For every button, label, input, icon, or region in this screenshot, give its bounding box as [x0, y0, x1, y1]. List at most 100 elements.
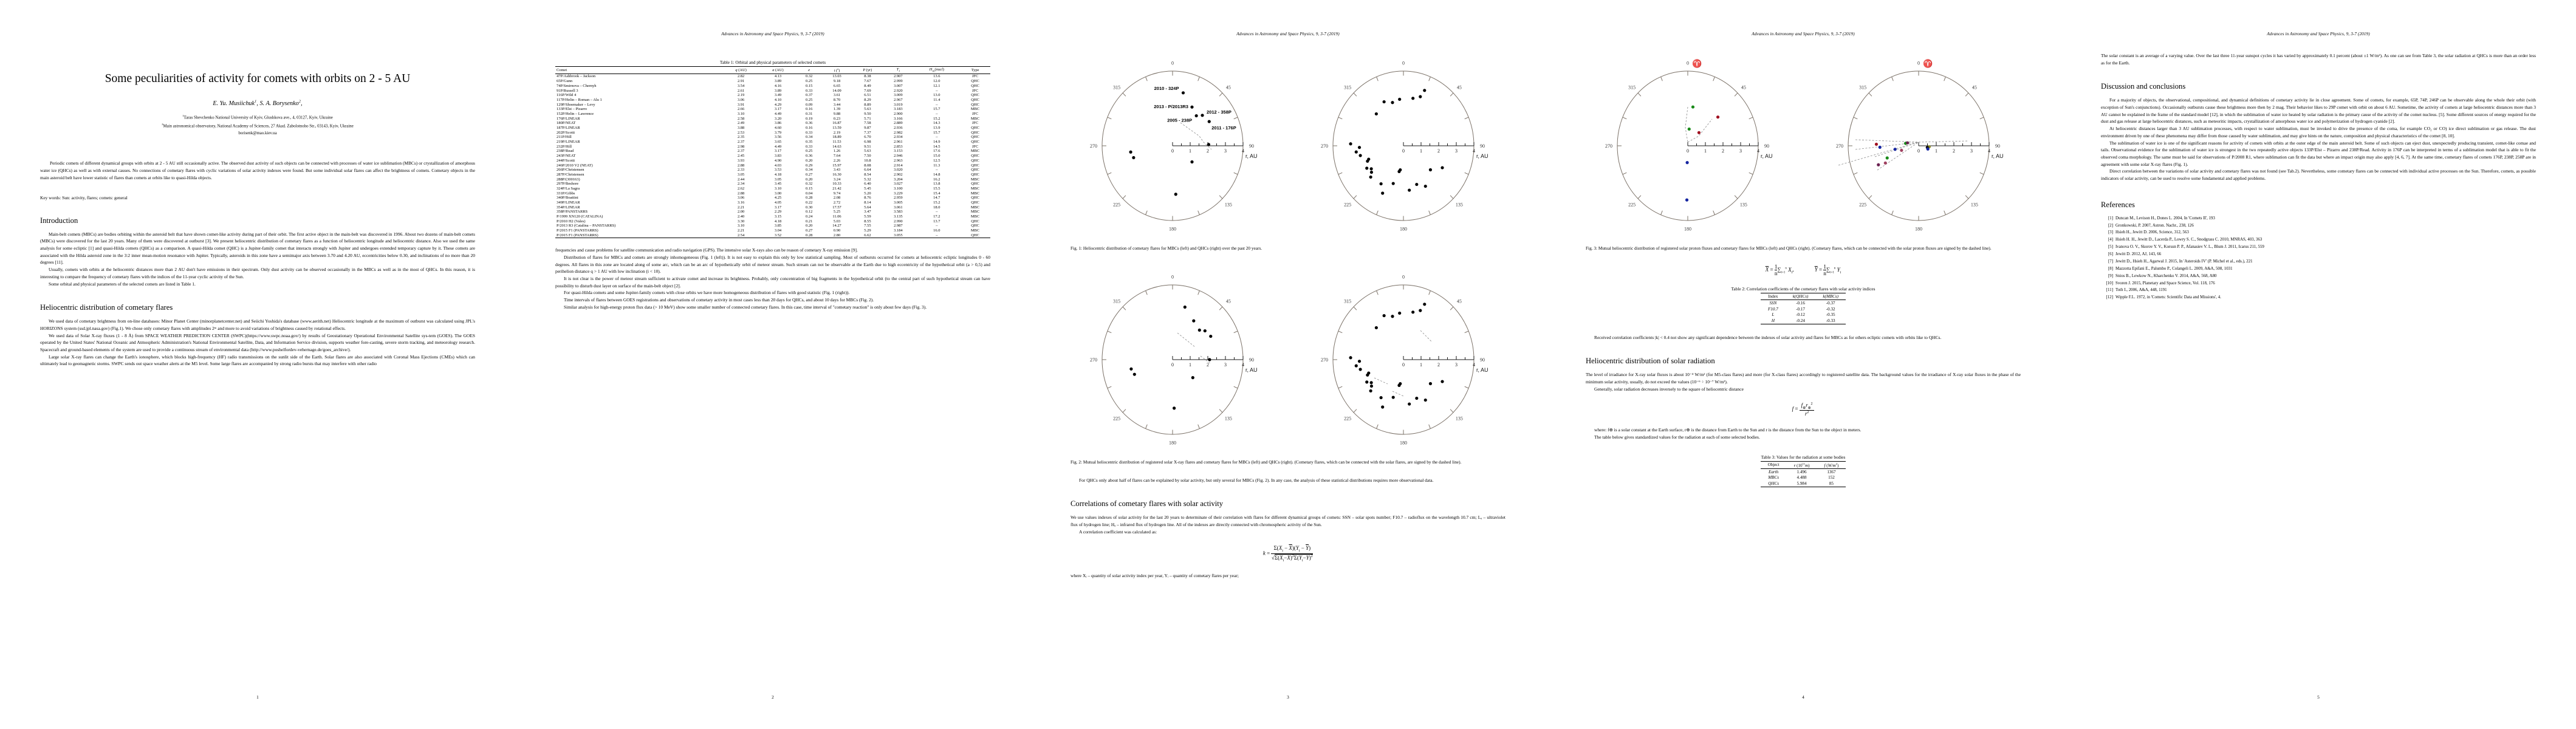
table-row: 117P/Helin – Roman – Alu 1 3.06 4.10 0.25 8.…: [555, 98, 990, 103]
table1-cell: 11.53: [832, 140, 841, 145]
table-row: 152P/Helin – Lawrence 3.10 4.49 0.31 9.88 9.5…: [555, 112, 990, 117]
figure-1: 0 45 90 135 180 225 270 315 0 1 2 3 4 r, AU 2010 - 324…: [1070, 51, 1506, 236]
table1-cell: 8.54: [864, 172, 871, 177]
table1-cell: P/2010 H2 (Vales): [557, 219, 586, 224]
table1-cell: 211P/Hill: [557, 135, 572, 140]
table1-cell: 11.4: [933, 97, 940, 102]
table1-cell: 15.4: [933, 191, 940, 196]
table1-cell: 2.82: [737, 74, 745, 79]
table1-cell: 5.59: [864, 214, 871, 219]
table1-cell: 15.2: [933, 200, 940, 205]
connection-dashed-line: [1420, 330, 1432, 342]
table1-cell: 266P/Christensen: [557, 168, 584, 173]
data-point: [1391, 315, 1394, 318]
data-point: [1893, 148, 1897, 151]
table1-cell: MBC: [970, 186, 980, 191]
table1-cell: 2.889: [894, 121, 903, 126]
table1-cell: 1.26: [833, 149, 841, 154]
data-point: [1423, 303, 1427, 306]
table1-cell: QHC: [971, 154, 979, 159]
table1-cell: 176P/LINEAR: [557, 116, 580, 121]
correlations-paragraph-2: A correlation coefficient was calculated…: [1079, 529, 1157, 535]
table1-cell: 14.7: [933, 196, 940, 200]
table1-cell: QHC: [971, 182, 979, 187]
polar-radial-tick: 4: [1473, 362, 1475, 368]
table1-cell: 4.03: [774, 163, 782, 168]
table-row: 232P/Hill 2.98 4.49 0.33 14.63 9.51 2.853 14.5 J…: [555, 144, 990, 149]
table1-cell: QHC: [971, 233, 979, 238]
table1-cell: 2.999: [894, 79, 903, 84]
table1-cell: 180P/NEAT: [557, 121, 576, 126]
table1-cell: 2.44: [737, 177, 745, 182]
table1-cell: 3.184: [894, 228, 903, 233]
data-point: [1191, 376, 1194, 380]
table1-cell: MBC: [970, 214, 980, 219]
table1-cell: 0.30: [806, 205, 813, 210]
heading-references: References: [2101, 200, 2135, 209]
table1-cell: 2.88: [737, 191, 745, 196]
data-point: [1685, 198, 1689, 202]
table1-cell: MBC: [970, 107, 980, 112]
table1-cell: 2.21: [737, 228, 745, 233]
table1-cell: 13.8: [933, 182, 940, 187]
table1-cell: 2.990: [894, 219, 903, 224]
data-point: [1379, 182, 1383, 186]
data-point: [1398, 97, 1402, 101]
abstract: Periodic comets of different dynamical g…: [40, 160, 475, 180]
data-point: [1132, 372, 1136, 377]
table1-cell: 0.09: [806, 102, 813, 107]
table1-cell: 5.71: [864, 116, 871, 121]
table1-cell: 232P/Hill: [557, 144, 572, 149]
table1-cell: QHC: [971, 140, 979, 145]
data-point: [1207, 120, 1211, 123]
table-row: SSN -0.16 -0.37: [1761, 300, 1846, 306]
polar-radial-tick: 3: [1455, 362, 1458, 368]
table1-cell: 3.44: [833, 102, 841, 107]
table1-cell: 8.76: [864, 196, 871, 200]
table1-cell: 0.33: [806, 130, 813, 135]
polar-radial-tick: 3: [1224, 362, 1227, 368]
table-row: F10.7 -0.17 -0.32: [1761, 306, 1846, 312]
table1-cell: 2.08: [833, 196, 841, 200]
table1-cell: 11.06: [832, 214, 841, 219]
table1-cell: 13.6: [933, 74, 940, 79]
connection-dashed-line: [1877, 142, 1919, 171]
data-point: [1365, 380, 1369, 384]
polar-radial-axis-label: r, AU: [1476, 153, 1488, 159]
table3-cell: 5.984: [1797, 481, 1807, 486]
table1-cell: QHC: [971, 79, 979, 84]
table1-cell: 0.23: [833, 116, 841, 121]
table1-cell: QHC: [971, 130, 979, 135]
table1-cell: 3.153: [894, 149, 903, 154]
polar-angle-tick: 90: [1480, 143, 1485, 149]
table1-cell: 6.64: [864, 168, 871, 173]
table2-cell: -0.24: [1796, 318, 1805, 323]
table1-cell: –: [936, 111, 938, 116]
table1-cell: 3.019: [894, 102, 903, 107]
table1-cell: 3.10: [737, 224, 745, 228]
table1-cell: 18.0: [933, 205, 940, 210]
page2-paragraph-1: frequencies and cause problems for satel…: [555, 247, 858, 253]
data-point: [1174, 193, 1177, 196]
table1-cell: 129P/Shoemaker – Levy: [557, 102, 595, 107]
table1-cell: 2.21: [737, 205, 745, 210]
data-point: [1132, 156, 1136, 160]
aries-symbol-icon: ♈: [1923, 59, 1933, 68]
polar-radial-tick: 2: [1437, 148, 1440, 154]
polar-angle-tick: 225: [1113, 202, 1120, 208]
table1-cell: 12.0: [933, 79, 940, 84]
page-1: Some peculiarities of activity for comet…: [0, 0, 515, 729]
table1-cell: 0.22: [806, 200, 813, 205]
heading-correlations: Correlations of cometary flares with sol…: [1070, 499, 1224, 508]
polar-angle-tick: 270: [1605, 143, 1612, 149]
table1-cell: 3.183: [894, 107, 903, 112]
table-row: Earth 1.496 1367: [1761, 468, 1846, 474]
table2-cell: -0.32: [1826, 306, 1835, 312]
table-row: 133P/Elst – Pizarro 2.66 3.17 0.16 1.39 5.63 3…: [555, 107, 990, 112]
table1-cell: 14.27: [832, 224, 841, 228]
table1-caption: Table 1: Orbital and physical parameters…: [719, 60, 826, 65]
table1-cell: 2.45: [737, 154, 745, 159]
table1-cell: 2.946: [894, 154, 903, 159]
connection-dashed-line: [1177, 332, 1196, 348]
data-point: [1391, 395, 1395, 399]
